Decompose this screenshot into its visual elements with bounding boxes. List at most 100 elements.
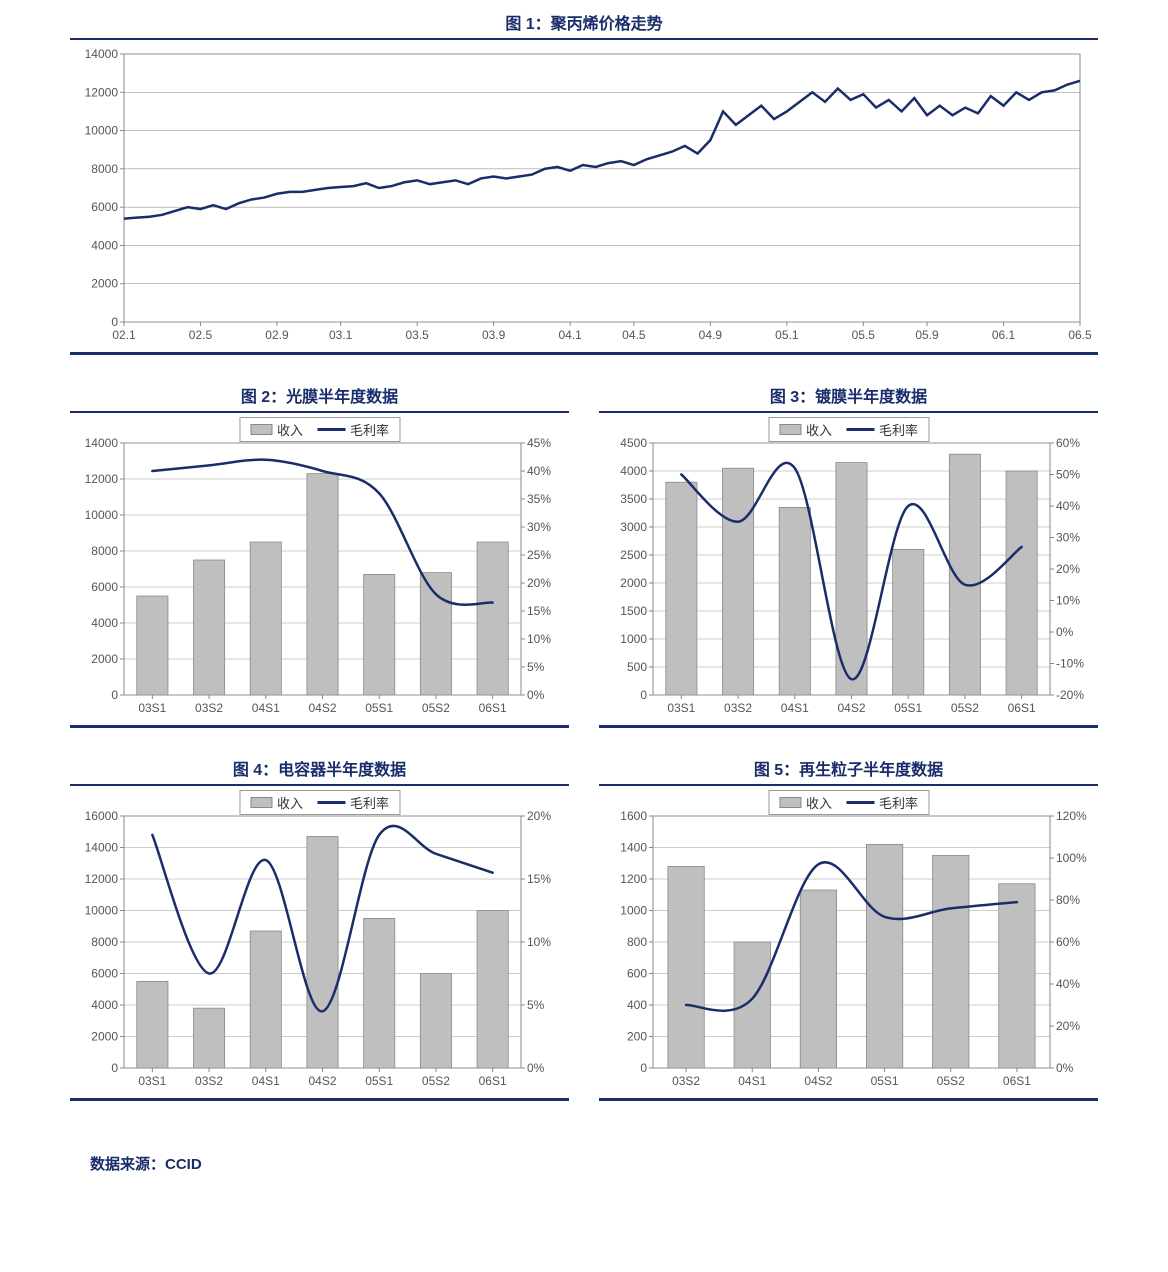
svg-text:10000: 10000 (85, 904, 119, 918)
svg-text:25%: 25% (527, 548, 551, 562)
legend-bar-swatch (250, 797, 272, 808)
svg-text:05S1: 05S1 (894, 701, 922, 715)
svg-text:1500: 1500 (620, 604, 647, 618)
svg-text:80%: 80% (1056, 893, 1080, 907)
svg-text:15%: 15% (527, 872, 551, 886)
svg-text:30%: 30% (527, 520, 551, 534)
legend-line-label: 毛利率 (879, 420, 918, 439)
svg-text:06S1: 06S1 (1008, 701, 1036, 715)
row-charts-2-3: 图 2：光膜半年度数据 收入 毛利率 0 2000 4000 6000 8000 1000… (70, 383, 1098, 756)
legend-line-swatch (846, 428, 874, 431)
legend-line-label: 毛利率 (350, 420, 389, 439)
svg-text:03S1: 03S1 (138, 1074, 166, 1088)
chart-4-rule (70, 1098, 569, 1101)
svg-text:20%: 20% (1056, 1019, 1080, 1033)
svg-text:12000: 12000 (85, 472, 119, 486)
svg-text:06.1: 06.1 (992, 328, 1016, 342)
svg-text:4000: 4000 (91, 616, 118, 630)
legend-line-label: 毛利率 (879, 793, 918, 812)
legend-bar-label: 收入 (277, 793, 303, 812)
svg-text:05.5: 05.5 (852, 328, 876, 342)
chart-4-legend: 收入 毛利率 (239, 790, 400, 815)
svg-text:02.5: 02.5 (189, 328, 213, 342)
svg-text:05S2: 05S2 (937, 1074, 965, 1088)
svg-text:04S2: 04S2 (308, 1074, 336, 1088)
svg-text:8000: 8000 (91, 162, 118, 176)
svg-text:03.1: 03.1 (329, 328, 353, 342)
svg-text:2000: 2000 (620, 576, 647, 590)
svg-text:1000: 1000 (620, 904, 647, 918)
svg-text:8000: 8000 (91, 935, 118, 949)
svg-text:14000: 14000 (85, 47, 119, 61)
svg-text:12000: 12000 (85, 85, 119, 99)
svg-text:60%: 60% (1056, 436, 1080, 450)
svg-text:06S1: 06S1 (1003, 1074, 1031, 1088)
svg-text:50%: 50% (1056, 468, 1080, 482)
svg-text:15%: 15% (527, 604, 551, 618)
svg-text:10%: 10% (527, 935, 551, 949)
svg-text:0: 0 (111, 315, 118, 329)
svg-text:0%: 0% (527, 1061, 545, 1075)
svg-text:05.1: 05.1 (775, 328, 799, 342)
svg-text:03.9: 03.9 (482, 328, 506, 342)
chart-5-legend: 收入 毛利率 (768, 790, 929, 815)
svg-text:05S1: 05S1 (871, 1074, 899, 1088)
legend-line-label: 毛利率 (350, 793, 389, 812)
svg-text:600: 600 (627, 967, 647, 981)
legend-line-swatch (846, 801, 874, 804)
svg-text:30%: 30% (1056, 531, 1080, 545)
svg-text:04S1: 04S1 (252, 701, 280, 715)
svg-text:14000: 14000 (85, 436, 119, 450)
svg-text:40%: 40% (1056, 977, 1080, 991)
svg-text:03S2: 03S2 (195, 1074, 223, 1088)
svg-text:-20%: -20% (1056, 688, 1084, 702)
svg-text:1000: 1000 (620, 632, 647, 646)
svg-text:10000: 10000 (85, 124, 119, 138)
svg-text:03.5: 03.5 (405, 328, 429, 342)
svg-text:05S2: 05S2 (422, 701, 450, 715)
chart-3-title: 图 3：镀膜半年度数据 (599, 383, 1098, 413)
svg-text:04.9: 04.9 (699, 328, 723, 342)
svg-text:05S1: 05S1 (365, 701, 393, 715)
svg-text:45%: 45% (527, 436, 551, 450)
svg-text:04S2: 04S2 (804, 1074, 832, 1088)
row-charts-4-5: 图 4：电容器半年度数据 收入 毛利率 02000400060008000100… (70, 756, 1098, 1129)
svg-text:03S2: 03S2 (672, 1074, 700, 1088)
chart-5-block: 图 5：再生粒子半年度数据 收入 毛利率 0200400600800100012… (599, 756, 1098, 1101)
svg-text:0%: 0% (527, 688, 545, 702)
chart-2-title: 图 2：光膜半年度数据 (70, 383, 569, 413)
svg-text:0: 0 (111, 688, 118, 702)
chart-5-rule (599, 1098, 1098, 1101)
svg-text:10%: 10% (1056, 594, 1080, 608)
svg-text:6000: 6000 (91, 200, 118, 214)
chart-1-block: 图 1：聚丙烯价格走势 0200040006000800010000120001… (70, 10, 1098, 355)
svg-text:04S2: 04S2 (308, 701, 336, 715)
svg-text:2000: 2000 (91, 652, 118, 666)
svg-text:1200: 1200 (620, 872, 647, 886)
chart-5-svg: 020040060080010001200140016000%20%40%60%… (599, 786, 1098, 1096)
svg-text:4000: 4000 (91, 998, 118, 1012)
svg-text:6000: 6000 (91, 580, 118, 594)
svg-text:8000: 8000 (91, 544, 118, 558)
chart-2-area: 收入 毛利率 020004000600080001000012000140000… (70, 413, 569, 723)
chart-2-legend: 收入 毛利率 (239, 417, 400, 442)
chart-3-block: 图 3：镀膜半年度数据 收入 毛利率 050010001500200025003… (599, 383, 1098, 728)
svg-text:2500: 2500 (620, 548, 647, 562)
legend-bar-label: 收入 (277, 420, 303, 439)
chart-4-area: 收入 毛利率 020004000600080001000012000140001… (70, 786, 569, 1096)
source-note: 数据来源：CCID (90, 1153, 1098, 1174)
svg-text:04S1: 04S1 (781, 701, 809, 715)
svg-text:05S2: 05S2 (422, 1074, 450, 1088)
svg-text:0: 0 (640, 1061, 647, 1075)
svg-text:2000: 2000 (91, 1030, 118, 1044)
svg-text:03S1: 03S1 (138, 701, 166, 715)
legend-bar-swatch (779, 797, 801, 808)
svg-text:4000: 4000 (620, 464, 647, 478)
svg-text:06.5: 06.5 (1068, 328, 1092, 342)
svg-text:6000: 6000 (91, 967, 118, 981)
svg-text:-10%: -10% (1056, 657, 1084, 671)
svg-text:16000: 16000 (85, 809, 119, 823)
svg-text:03S2: 03S2 (724, 701, 752, 715)
svg-text:0%: 0% (1056, 1061, 1074, 1075)
svg-text:04.1: 04.1 (558, 328, 582, 342)
